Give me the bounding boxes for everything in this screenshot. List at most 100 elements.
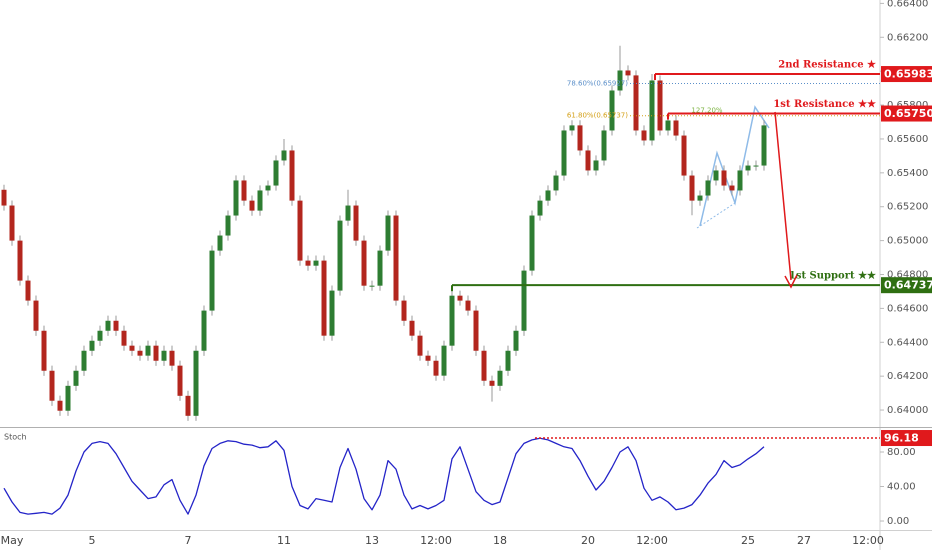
candle-body — [233, 180, 239, 216]
candle-body — [385, 215, 391, 251]
candle-body — [457, 295, 463, 301]
candle-body — [145, 345, 151, 356]
y-tick-label: 0.64600 — [887, 303, 928, 314]
candle-body — [745, 165, 751, 171]
candle-body — [81, 350, 87, 371]
candle-body — [753, 165, 759, 167]
price-tag-label: 0.65750 — [884, 107, 932, 120]
y-tick-label: 0.64200 — [887, 371, 928, 382]
y-tick-label: 80.00 — [887, 447, 916, 458]
candle-body — [121, 330, 127, 346]
y-tick-label: 0.65200 — [887, 202, 928, 213]
candle-body — [153, 345, 159, 361]
candle-body — [281, 150, 287, 161]
x-tick-label: 18 — [493, 534, 507, 547]
price-tag — [881, 277, 932, 294]
candle-body — [345, 205, 351, 221]
candle-body — [249, 200, 255, 211]
candle-body — [553, 175, 559, 191]
harmonic-pattern — [696, 202, 736, 229]
y-tick-label: 0.66400 — [887, 0, 928, 9]
candle-body — [721, 170, 727, 186]
candle-body — [657, 80, 663, 131]
candle-body — [633, 75, 639, 131]
candle-body — [169, 350, 175, 366]
y-tick-label: 0.65600 — [887, 134, 928, 145]
candle-body — [201, 310, 207, 351]
candle-body — [49, 370, 55, 401]
candle-body — [41, 330, 47, 371]
y-tick-label: 0.00 — [887, 516, 909, 527]
candle-body — [257, 190, 263, 211]
y-tick-label: 0.64400 — [887, 337, 928, 348]
x-tick-label: 11 — [277, 534, 291, 547]
candle-body — [497, 370, 503, 386]
candle-body — [705, 180, 711, 196]
candle-body — [65, 385, 71, 411]
candle-body — [329, 290, 335, 336]
panel-title: Stoch — [4, 433, 27, 442]
overlay: 78.60%(0.65927) 61.80%(0.65737) 127.20% 2nd… — [451, 60, 932, 447]
level-label: 2nd Resistance ★ — [778, 60, 876, 71]
candle-body — [569, 125, 575, 131]
candle-body — [729, 185, 735, 191]
forecast-arrow — [774, 111, 792, 281]
candle-body — [209, 250, 215, 311]
candle-body — [97, 330, 103, 341]
x-tick-label: 27 — [797, 534, 811, 547]
y-tick-label: 0.64000 — [887, 405, 928, 416]
x-tick-label: 20 — [581, 534, 595, 547]
candle-body — [513, 330, 519, 351]
candle-body — [57, 400, 63, 411]
candle-body — [649, 80, 655, 141]
x-tick-label: 7 — [185, 534, 192, 547]
candle-body — [73, 370, 79, 386]
candle-body — [537, 200, 543, 216]
x-tick-label: May — [1, 534, 24, 547]
candle-body — [241, 180, 247, 201]
price-tag-label: 96.18 — [884, 432, 919, 445]
candle-body — [193, 350, 199, 416]
price-tag — [881, 105, 932, 122]
candle-body — [625, 70, 631, 76]
candle-body — [561, 130, 567, 176]
x-tick-label: 12:00 — [420, 534, 452, 547]
candle-body — [25, 280, 31, 301]
candle-body — [529, 215, 535, 271]
candle-body — [465, 300, 471, 311]
candle-body — [401, 300, 407, 321]
candle-body — [137, 350, 143, 356]
x-tick-label: 12:00 — [852, 534, 884, 547]
candle-body — [113, 320, 119, 331]
candle-body — [697, 195, 703, 201]
candle-body — [9, 205, 15, 241]
candle-body — [1, 189, 7, 206]
candle-body — [505, 350, 511, 371]
candle-body — [369, 285, 375, 287]
candle-body — [409, 320, 415, 336]
candle-body — [177, 365, 183, 396]
candle-body — [593, 160, 599, 171]
candle-body — [665, 120, 671, 131]
price-tag-label: 0.65983 — [884, 68, 932, 81]
candle-body — [545, 190, 551, 201]
candle-body — [313, 260, 319, 266]
candle-body — [337, 220, 343, 291]
candle-body — [737, 170, 743, 191]
candle-body — [521, 270, 527, 331]
y-tick-label: 0.64800 — [887, 270, 928, 281]
candle-body — [681, 135, 687, 176]
candle-body — [489, 380, 495, 386]
x-tick-label: 25 — [741, 534, 755, 547]
candle-body — [225, 215, 231, 236]
candle-body — [761, 125, 767, 166]
fib-label: 78.60%(0.65927) — [567, 80, 628, 88]
y-tick-label: 0.65000 — [887, 236, 928, 247]
candle-body — [425, 355, 431, 361]
candle-body — [585, 150, 591, 171]
fib-extension-label: 127.20% — [691, 107, 722, 115]
level-label: 1st Support ★★ — [789, 271, 876, 282]
price-tag — [881, 66, 932, 83]
